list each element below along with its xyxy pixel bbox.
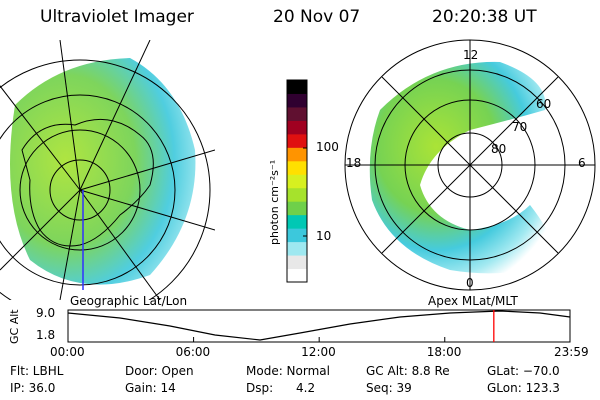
footer-field: Dsp: 4.2 bbox=[246, 381, 316, 395]
altitude-curve bbox=[67, 310, 571, 341]
instrument-title: Ultraviolet Imager bbox=[40, 7, 194, 27]
apex-aurora-image bbox=[369, 61, 560, 274]
timeline-xtick-label: 06:00 bbox=[175, 345, 211, 359]
colorbar-swatch bbox=[287, 133, 307, 148]
footer-field: GLat: −70.0 bbox=[487, 364, 560, 378]
colorbar-swatch bbox=[287, 80, 307, 94]
footer-field: GLon: 123.3 bbox=[487, 381, 560, 395]
colorbar-unit-label: photon cm⁻²s⁻¹ bbox=[268, 159, 281, 245]
timeline-ytick-9: 9.0 bbox=[36, 306, 56, 320]
time-label: 20:20:38 UT bbox=[432, 7, 537, 27]
altitude-timeline bbox=[67, 309, 571, 343]
mlat-label-80: 80 bbox=[491, 142, 507, 156]
colorbar-swatch bbox=[287, 93, 307, 108]
colorbar-swatch bbox=[287, 147, 307, 162]
timeline-xtick-label: 00:00 bbox=[50, 345, 85, 359]
footer-field: Mode: Normal bbox=[246, 364, 330, 378]
timeline-xtick-label: 23:59 bbox=[554, 345, 589, 359]
colorbar-tick-10: 10 bbox=[316, 229, 332, 243]
date-label: 20 Nov 07 bbox=[273, 7, 361, 27]
footer-field: Flt: LBHL bbox=[10, 364, 64, 378]
apex-map bbox=[344, 39, 596, 291]
colorbar-swatch bbox=[287, 160, 307, 175]
mlt-label-18: 18 bbox=[346, 156, 362, 170]
colorbar-swatch bbox=[287, 268, 307, 283]
mlt-label-12: 12 bbox=[463, 48, 479, 62]
colorbar-swatch bbox=[287, 120, 307, 135]
colorbar-swatch bbox=[287, 174, 307, 189]
colorbar-swatch bbox=[287, 255, 307, 270]
colorbar-swatch bbox=[287, 106, 307, 121]
mlt-label-6: 6 bbox=[578, 156, 586, 170]
apex-map-caption: Apex MLat/MLT bbox=[428, 294, 518, 308]
geographic-map bbox=[0, 40, 215, 300]
geo-map-caption: Geographic Lat/Lon bbox=[70, 294, 188, 308]
footer-field: IP: 36.0 bbox=[10, 381, 56, 395]
timeline-ytick-1-8: 1.8 bbox=[36, 328, 56, 342]
mlat-label-60: 60 bbox=[536, 97, 552, 111]
colorbar-swatch bbox=[287, 201, 307, 216]
colorbar-swatch bbox=[287, 187, 307, 202]
geo-aurora-image bbox=[10, 58, 196, 285]
timeline-xtick-label: 12:00 bbox=[301, 345, 336, 359]
colorbar-frame bbox=[286, 79, 308, 283]
colorbar bbox=[286, 79, 308, 283]
mlt-label-0: 0 bbox=[466, 276, 474, 290]
timeline-xtick-label: 18:00 bbox=[426, 345, 462, 359]
footer-field: Seq: 39 bbox=[366, 381, 412, 395]
colorbar-swatch bbox=[287, 241, 307, 256]
mlat-label-70: 70 bbox=[512, 120, 528, 134]
footer-field: Gain: 14 bbox=[125, 381, 176, 395]
colorbar-swatch bbox=[287, 214, 307, 229]
timeline-axis-title: GC Alt bbox=[8, 309, 21, 344]
footer-field: GC Alt: 8.8 Re bbox=[366, 364, 450, 378]
colorbar-swatch bbox=[287, 228, 307, 243]
timeline-ticks bbox=[67, 337, 571, 342]
colorbar-tick-100: 100 bbox=[316, 140, 339, 154]
footer-field: Door: Open bbox=[125, 364, 194, 378]
